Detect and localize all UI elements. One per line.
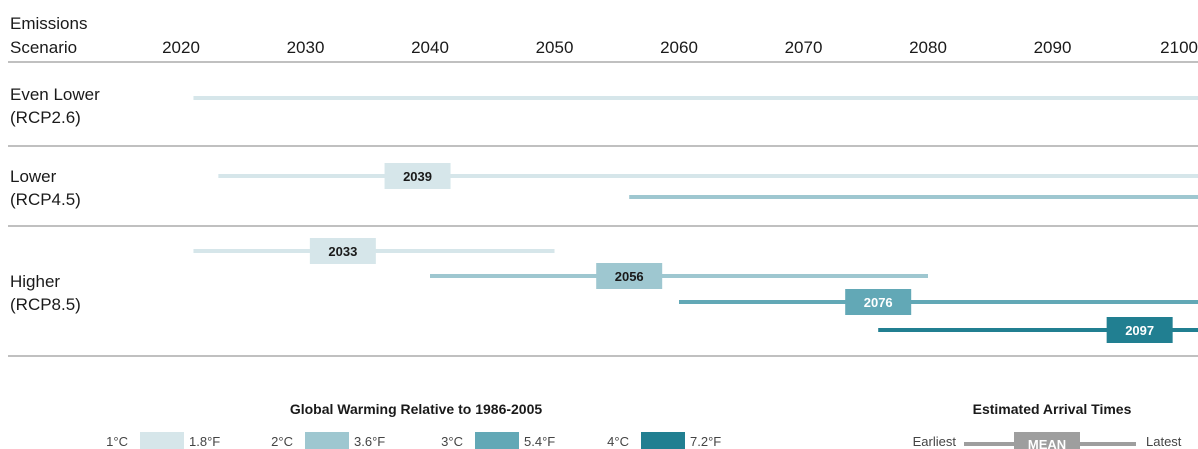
legend-swatch	[475, 432, 519, 449]
scenario-label-line-2: (RCP8.5)	[10, 295, 81, 314]
mean-marker	[845, 289, 912, 315]
legend-celsius: 3°C	[441, 434, 463, 449]
mean-year-label: 2097	[1125, 323, 1154, 338]
arrival-times-legend: Estimated Arrival Times Earliest MEAN Late…	[913, 401, 1182, 449]
scenario-rows: Even Lower (RCP2.6) Lower (RCP4.5) 2039 Highe…	[8, 61, 1198, 357]
header-line-1: Emissions	[10, 14, 87, 33]
scenario-label-line-1: Lower	[10, 167, 57, 186]
x-axis-ticks: 2020 2030 2040 2050 2060 2070 2080 2090 2100	[162, 38, 1198, 57]
legend-fahrenheit: 3.6°F	[354, 434, 385, 449]
x-tick-label: 2100	[1160, 38, 1198, 57]
scenario-label-line-2: (RCP4.5)	[10, 190, 81, 209]
mean-year-label: 2056	[615, 269, 644, 284]
x-tick-label: 2020	[162, 38, 200, 57]
mean-year-label: 2039	[403, 169, 432, 184]
legend-celsius: 4°C	[607, 434, 629, 449]
arrival-legend-title: Estimated Arrival Times	[973, 401, 1132, 417]
legend-fahrenheit: 1.8°F	[189, 434, 220, 449]
scenario-label-line-2: (RCP2.6)	[10, 108, 81, 127]
mean-year-label: 2076	[864, 295, 893, 310]
x-tick-label: 2050	[536, 38, 574, 57]
legend-celsius: 1°C	[106, 434, 128, 449]
arrival-mean-box	[1014, 432, 1080, 449]
mean-marker	[596, 263, 663, 289]
legend-swatch	[305, 432, 349, 449]
arrival-mean-label: MEAN	[1028, 437, 1066, 449]
legend-fahrenheit: 5.4°F	[524, 434, 555, 449]
legend-celsius: 2°C	[271, 434, 293, 449]
x-tick-label: 2030	[287, 38, 325, 57]
arrival-earliest-label: Earliest	[913, 434, 957, 449]
mean-marker	[309, 238, 376, 264]
scenario-label-line-1: Even Lower	[10, 85, 100, 104]
mean-marker	[384, 163, 451, 189]
legend-fahrenheit: 7.2°F	[690, 434, 721, 449]
warming-legend: Global Warming Relative to 1986-2005 1°C…	[106, 401, 721, 449]
legend-swatch	[641, 432, 685, 449]
legend-title: Global Warming Relative to 1986-2005	[290, 401, 543, 417]
legend-swatch	[140, 432, 184, 449]
arrival-latest-label: Latest	[1146, 434, 1182, 449]
mean-marker	[1106, 317, 1173, 343]
x-tick-label: 2090	[1034, 38, 1072, 57]
x-tick-label: 2040	[411, 38, 449, 57]
header-line-2: Scenario	[10, 38, 77, 57]
mean-year-label: 2033	[328, 244, 357, 259]
scenario-label-line-1: Higher	[10, 272, 60, 291]
x-tick-label: 2070	[785, 38, 823, 57]
x-tick-label: 2080	[909, 38, 947, 57]
x-tick-label: 2060	[660, 38, 698, 57]
